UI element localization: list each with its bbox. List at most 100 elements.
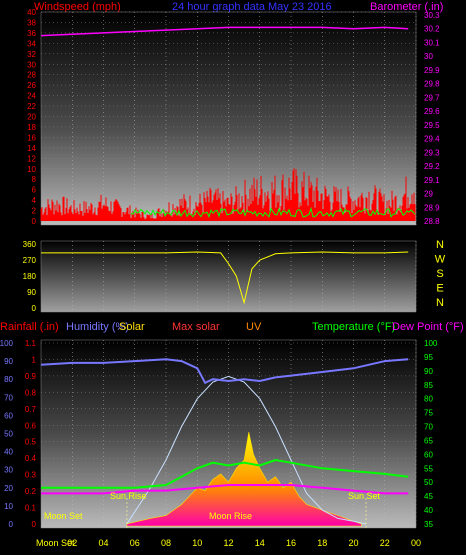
bottom-x-tick: 14 — [255, 538, 265, 548]
windspeed-tick: 10 — [27, 165, 36, 174]
rainfall-axis-label: Rainfall (.in) — [0, 321, 59, 333]
barometer-tick: 29.1 — [424, 176, 440, 185]
temperature-axis-label: Temperature (°F) — [312, 321, 395, 333]
barometer-tick: 29.3 — [424, 148, 440, 157]
wind-x-tick: 16 — [287, 230, 296, 239]
bottom-x-tick-labels: 02 04 06 08 10 12 14 16 18 20 22 00 — [67, 538, 421, 548]
rain-tick: 0.1 — [25, 504, 37, 513]
sun-set-label: Sun Set — [348, 491, 381, 501]
temperature-tick: 95 — [424, 353, 433, 362]
wind-x-tick: 06 — [130, 230, 139, 239]
temperature-tick: 100 — [424, 339, 438, 348]
barometer-tick: 28.8 — [424, 217, 440, 226]
bottom-x-tick: 08 — [161, 538, 171, 548]
barometer-tick: 29.7 — [424, 93, 440, 102]
windspeed-tick: 26 — [27, 81, 36, 90]
bottom-x-tick: 16 — [286, 538, 296, 548]
direction-tick-labels: 0 90 180 270 360 — [23, 240, 37, 313]
rain-tick: 0.5 — [25, 438, 37, 447]
windspeed-tick: 32 — [27, 50, 36, 59]
windspeed-tick: 0 — [32, 217, 37, 226]
temperature-tick: 60 — [424, 450, 433, 459]
bottom-x-tick: 00 — [411, 538, 421, 548]
chart-title: 24 hour graph data May 23 2016 — [172, 1, 332, 13]
windspeed-tick: 20 — [27, 113, 36, 122]
windspeed-tick: 2 — [32, 207, 37, 216]
windspeed-tick: 22 — [27, 102, 36, 111]
compass-w: W — [435, 254, 446, 266]
humidity-tick: 60 — [4, 411, 13, 420]
humidity-tick: 10 — [4, 502, 13, 511]
bottom-series — [40, 358, 409, 528]
rain-tick: 0.7 — [25, 405, 37, 414]
bottom-x-tick: 02 — [67, 538, 77, 548]
direction-series — [41, 251, 409, 305]
wind-panel-background — [40, 11, 417, 226]
humidity-tick: 70 — [4, 393, 13, 402]
barometer-tick-labels: 28.8 28.9 29 29.1 29.2 29.3 29.4 29.5 29.6 29.7 29… — [424, 11, 440, 226]
temperature-tick: 70 — [424, 423, 433, 432]
bottom-x-tick: 10 — [192, 538, 202, 548]
windspeed-tick: 14 — [27, 144, 36, 153]
rain-tick: 0.2 — [25, 487, 37, 496]
compass-n: N — [436, 239, 444, 251]
humidity-tick: 90 — [4, 357, 13, 366]
windspeed-tick: 36 — [27, 29, 36, 38]
direction-tick: 180 — [23, 272, 37, 281]
windspeed-tick: 6 — [32, 186, 37, 195]
humidity-tick: 50 — [4, 430, 13, 439]
barometer-tick: 29.8 — [424, 80, 440, 89]
wind-direction-line — [41, 251, 409, 305]
bottom-x-tick: 20 — [348, 538, 358, 548]
compass-s: S — [436, 268, 443, 280]
barometer-axis-label: Barometer (.in) — [370, 1, 443, 13]
barometer-tick: 29.9 — [424, 66, 440, 75]
wind-x-tick: 02 — [68, 230, 77, 239]
humidity-tick: 20 — [4, 484, 13, 493]
humidity-axis-label: Humidity (%) — [66, 321, 129, 333]
wind-x-tick: 00 — [412, 230, 421, 239]
windspeed-tick: 8 — [32, 175, 37, 184]
barometer-tick: 29 — [424, 190, 433, 199]
max-solar-line — [126, 375, 367, 525]
rain-tick: 0.6 — [25, 421, 37, 430]
windspeed-tick: 28 — [27, 71, 36, 80]
temperature-line — [41, 458, 409, 489]
humidity-tick: 100 — [0, 339, 14, 348]
wind-average-line — [130, 206, 416, 219]
temperature-tick: 65 — [424, 436, 433, 445]
barometer-tick: 28.9 — [424, 203, 440, 212]
bottom-x-tick: 22 — [380, 538, 390, 548]
rain-tick: 0.3 — [25, 471, 37, 480]
moon-set-label: Moon Set — [44, 511, 83, 521]
max-solar-label: Max solar — [172, 321, 220, 333]
wind-series — [40, 26, 416, 221]
uv-label: UV — [246, 321, 262, 333]
temperature-tick: 90 — [424, 367, 433, 376]
temperature-tick: 85 — [424, 381, 433, 390]
wind-x-tick: 20 — [349, 230, 358, 239]
barometer-tick: 29.4 — [424, 135, 440, 144]
windspeed-tick: 16 — [27, 133, 36, 142]
windspeed-tick: 30 — [27, 60, 36, 69]
windspeed-tick: 24 — [27, 92, 36, 101]
direction-tick: 270 — [23, 256, 37, 265]
barometer-tick: 29.2 — [424, 162, 440, 171]
temperature-tick: 50 — [424, 478, 433, 487]
temperature-tick: 55 — [424, 464, 433, 473]
wind-x-tick: 14 — [255, 230, 264, 239]
windspeed-tick: 40 — [27, 8, 36, 17]
rain-tick: 1.1 — [25, 339, 37, 348]
barometer-tick: 29.6 — [424, 107, 440, 116]
humidity-tick: 80 — [4, 375, 13, 384]
windspeed-tick: 18 — [27, 123, 36, 132]
barometer-tick: 30.1 — [424, 38, 440, 47]
windspeed-tick: 4 — [32, 196, 37, 205]
compass-n: N — [436, 297, 444, 309]
windspeed-tick: 38 — [27, 18, 36, 27]
humidity-line — [40, 358, 409, 385]
rain-tick: 0.4 — [25, 454, 37, 463]
bottom-x-tick: 12 — [223, 538, 233, 548]
rain-tick: 0 — [32, 520, 37, 529]
